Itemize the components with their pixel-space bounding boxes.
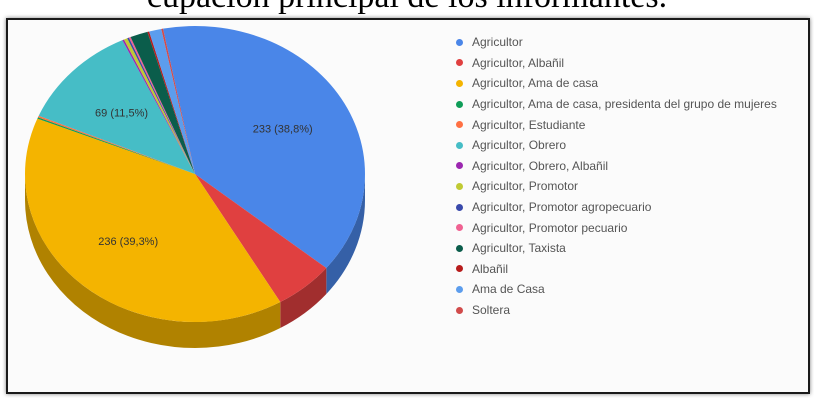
chart-panel: 233 (38,8%) 236 (39,3%) 69 (11,5%) Agricul… [6, 18, 810, 394]
pie-slice-9[interactable] [128, 37, 195, 174]
legend-item[interactable]: Ama de Casa [456, 279, 777, 300]
legend-item[interactable]: Agricultor, Estudiante [456, 114, 777, 135]
legend-label: Agricultor, Obrero, Albañil [472, 158, 609, 173]
legend-label: Agricultor, Estudiante [472, 117, 586, 132]
pie-slice-3[interactable] [37, 117, 195, 174]
legend-item[interactable]: Agricultor, Ama de casa [456, 73, 777, 94]
pie-slice-5[interactable] [38, 40, 195, 174]
legend-item[interactable]: Agricultor, Obrero, Albañil [456, 156, 777, 177]
legend-swatch-icon [456, 121, 463, 129]
legend-label: Agricultor, Promotor agropecuario [472, 200, 652, 215]
legend-label: Agricultor, Ama de casa, presidenta del … [472, 97, 777, 112]
slice-data-label: 233 (38,8%) [253, 124, 313, 136]
slice-data-label: 236 (39,3%) [98, 236, 158, 248]
legend-swatch-icon [456, 203, 463, 211]
slice-data-label: 69 (11,5%) [95, 107, 148, 119]
legend-swatch-icon [456, 59, 463, 67]
legend-swatch-icon [456, 285, 463, 293]
legend-item[interactable]: Agricultor, Promotor pecuario [456, 217, 777, 238]
pie-slice-10[interactable] [130, 31, 195, 175]
legend-swatch-icon [456, 224, 463, 232]
pie-slices [24, 25, 366, 323]
legend-item[interactable]: Agricultor [456, 32, 777, 53]
pie-slice-1[interactable] [195, 174, 327, 303]
legend-label: Agricultor, Albañil [472, 55, 565, 70]
legend-item[interactable]: Soltera [456, 300, 777, 321]
legend-item[interactable]: Agricultor, Obrero [456, 135, 777, 156]
legend-swatch-icon [456, 79, 463, 87]
legend-item[interactable]: Albañil [456, 259, 777, 280]
legend-label: Agricultor, Taxista [472, 241, 566, 256]
legend-label: Soltera [472, 303, 511, 318]
legend-label: Agricultor, Ama de casa [472, 76, 599, 91]
pie-slice-12[interactable] [149, 28, 195, 174]
pie-slice-13[interactable] [161, 28, 195, 175]
legend-item[interactable]: Agricultor, Ama de casa, presidenta del … [456, 94, 777, 115]
legend-swatch-icon [456, 162, 463, 170]
pie-slice-11[interactable] [147, 31, 195, 174]
legend-swatch-icon [456, 38, 463, 46]
legend-item[interactable]: Agricultor, Albañil [456, 53, 777, 74]
legend-label: Agricultor, Promotor pecuario [472, 220, 628, 235]
pie-slice-7[interactable] [123, 38, 195, 174]
legend-swatch-icon [456, 141, 463, 149]
pie-chart: 233 (38,8%) 236 (39,3%) 69 (11,5%) [24, 25, 366, 349]
pie-side-walls [25, 174, 365, 349]
chart-legend: Agricultor Agricultor, Albañil Agricultor,… [456, 32, 777, 320]
legend-label: Albañil [472, 261, 509, 276]
legend-label: Ama de Casa [472, 282, 545, 297]
page-heading: cupación principal de los informantes. [0, 0, 814, 16]
legend-label: Agricultor, Obrero [472, 138, 567, 153]
legend-swatch-icon [456, 265, 463, 273]
pie-slice-8[interactable] [127, 37, 195, 174]
pie-side-2 [25, 174, 281, 349]
legend-swatch-icon [456, 100, 463, 108]
pie-slice-0[interactable] [163, 25, 366, 268]
legend-swatch-icon [456, 182, 463, 190]
legend-swatch-icon [456, 244, 463, 252]
legend-label: Agricultor, Promotor [472, 179, 579, 194]
legend-item[interactable]: Agricultor, Taxista [456, 238, 777, 259]
pie-side-1 [280, 267, 327, 329]
pie-slice-6[interactable] [122, 39, 195, 175]
pie-slice-4[interactable] [38, 115, 195, 174]
legend-label: Agricultor [472, 35, 523, 50]
pie-side-0 [326, 174, 365, 294]
pie-slice-2[interactable] [24, 118, 281, 323]
legend-item[interactable]: Agricultor, Promotor agropecuario [456, 197, 777, 218]
legend-item[interactable]: Agricultor, Promotor [456, 176, 777, 197]
legend-swatch-icon [456, 306, 463, 314]
